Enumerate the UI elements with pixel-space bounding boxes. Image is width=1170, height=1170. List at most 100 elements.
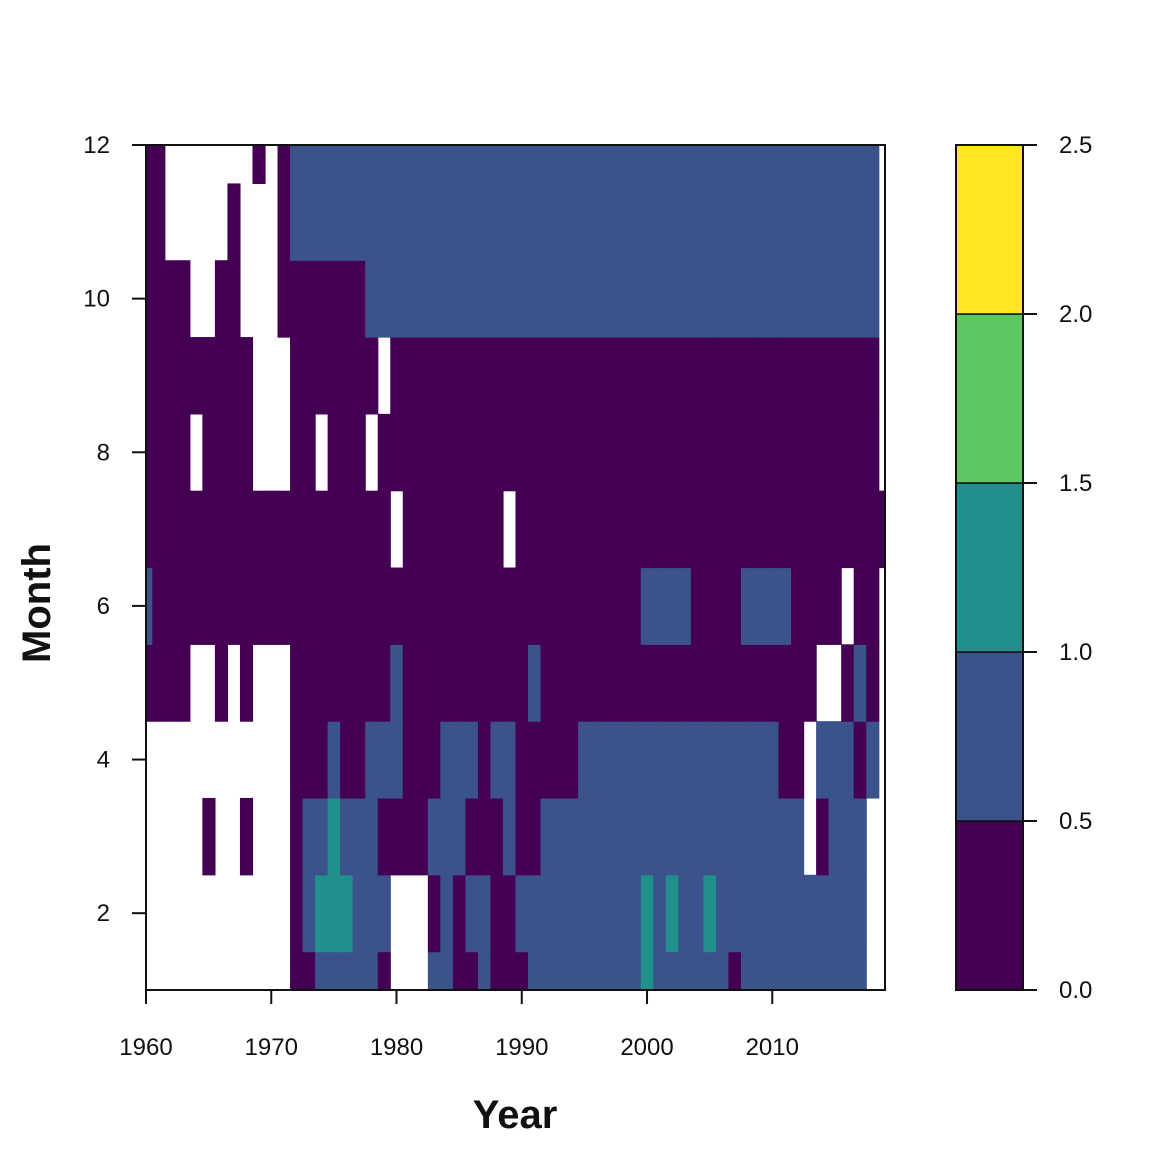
heatmap-cell	[766, 183, 780, 261]
heatmap-cell	[402, 721, 416, 799]
heatmap-cell	[828, 797, 842, 876]
heatmap-cell	[565, 721, 579, 799]
heatmap-cell	[841, 490, 855, 569]
heatmap-cell	[578, 337, 592, 415]
heatmap-cell	[791, 260, 805, 338]
heatmap-cell	[515, 644, 529, 722]
heatmap-cell	[703, 721, 717, 799]
heatmap-cell	[502, 874, 517, 953]
heatmap-cell	[427, 337, 441, 415]
heatmap-cell	[477, 951, 492, 990]
heatmap-cell	[352, 951, 366, 990]
heatmap-cell	[590, 183, 604, 261]
heatmap-cell	[390, 260, 404, 338]
heatmap-cell	[452, 874, 466, 953]
heatmap-cell	[465, 721, 479, 799]
heatmap-cell	[315, 951, 329, 990]
heatmap-cell	[703, 797, 717, 876]
heatmap-cell	[753, 145, 767, 185]
heatmap-cell	[315, 567, 329, 645]
heatmap-cell	[427, 644, 441, 722]
heatmap-cell	[590, 337, 604, 415]
heatmap-cell	[146, 183, 153, 261]
heatmap-cell	[640, 183, 654, 261]
heatmap-cell	[615, 183, 629, 261]
heatmap-cell	[553, 797, 567, 876]
heatmap-cell	[703, 644, 717, 722]
heatmap-cell	[703, 337, 717, 415]
heatmap-cell	[352, 644, 366, 722]
heatmap-cell	[540, 183, 554, 261]
heatmap-cell	[302, 567, 316, 645]
heatmap-cell	[239, 567, 254, 645]
heatmap-cell	[578, 183, 592, 261]
heatmap-cell	[653, 721, 667, 799]
heatmap-cell	[590, 490, 604, 569]
heatmap-cell	[340, 337, 354, 415]
heatmap-cell	[365, 951, 379, 990]
heatmap-cell	[540, 490, 554, 569]
heatmap-cell	[327, 797, 341, 876]
heatmap-cell	[740, 145, 755, 185]
heatmap-cell	[452, 644, 466, 722]
heatmap-cell	[540, 567, 554, 645]
heatmap-cell	[678, 183, 692, 261]
heatmap-cell	[528, 413, 542, 492]
heatmap-cell	[878, 490, 885, 569]
heatmap-cell	[365, 567, 379, 645]
heatmap-cell	[690, 797, 704, 876]
heatmap-cell	[502, 721, 517, 799]
heatmap-cell	[477, 644, 492, 722]
heatmap-cell	[778, 337, 792, 415]
heatmap-cell	[640, 145, 654, 185]
heatmap-cell	[402, 260, 416, 338]
heatmap-cell	[352, 145, 366, 185]
heatmap-cell	[728, 951, 742, 990]
heatmap-cell	[866, 567, 880, 645]
heatmap-cell	[690, 413, 704, 492]
heatmap-cell	[778, 874, 792, 953]
heatmap-cell	[791, 337, 805, 415]
heatmap-cell	[678, 874, 692, 953]
y-axis: 2 4 6 8 10 12	[83, 132, 146, 927]
heatmap-cell	[152, 567, 166, 645]
heatmap-cell	[490, 644, 504, 722]
heatmap-cell	[690, 260, 704, 338]
heatmap-cell	[728, 490, 742, 569]
heatmap-cell	[227, 260, 241, 338]
heatmap-cell	[753, 874, 767, 953]
heatmap-cell	[678, 951, 692, 990]
heatmap-cell	[252, 490, 266, 569]
heatmap-cell	[477, 567, 492, 645]
heatmap-cell	[766, 567, 780, 645]
heatmap-cell	[753, 490, 767, 569]
heatmap-cell	[553, 145, 567, 185]
heatmap-cell	[665, 721, 679, 799]
heatmap-cell	[402, 490, 416, 569]
heatmap-cell	[653, 145, 667, 185]
x-tick-label: 1990	[495, 1034, 548, 1061]
heatmap-cell	[528, 797, 542, 876]
heatmap-cell	[440, 874, 454, 953]
heatmap-cell	[390, 337, 404, 415]
heatmap-cell	[377, 490, 391, 569]
heatmap-cell	[753, 951, 767, 990]
heatmap-cell	[465, 260, 479, 338]
heatmap-cell	[540, 644, 554, 722]
heatmap-cell	[665, 260, 679, 338]
heatmap-cell	[214, 567, 229, 645]
heatmap-cell	[753, 337, 767, 415]
heatmap-cell	[678, 337, 692, 415]
heatmap-cell	[590, 413, 604, 492]
heatmap-cell	[452, 490, 466, 569]
heatmap-cell	[477, 260, 492, 338]
heatmap-cell	[565, 260, 579, 338]
heatmap-cell	[615, 413, 629, 492]
heatmap-cell	[540, 413, 554, 492]
heatmap-cell	[728, 145, 742, 185]
heatmap-cell	[603, 145, 617, 185]
heatmap-cell	[365, 337, 379, 415]
heatmap-cell	[678, 721, 692, 799]
heatmap-cell	[553, 260, 567, 338]
heatmap-cell	[791, 874, 805, 953]
